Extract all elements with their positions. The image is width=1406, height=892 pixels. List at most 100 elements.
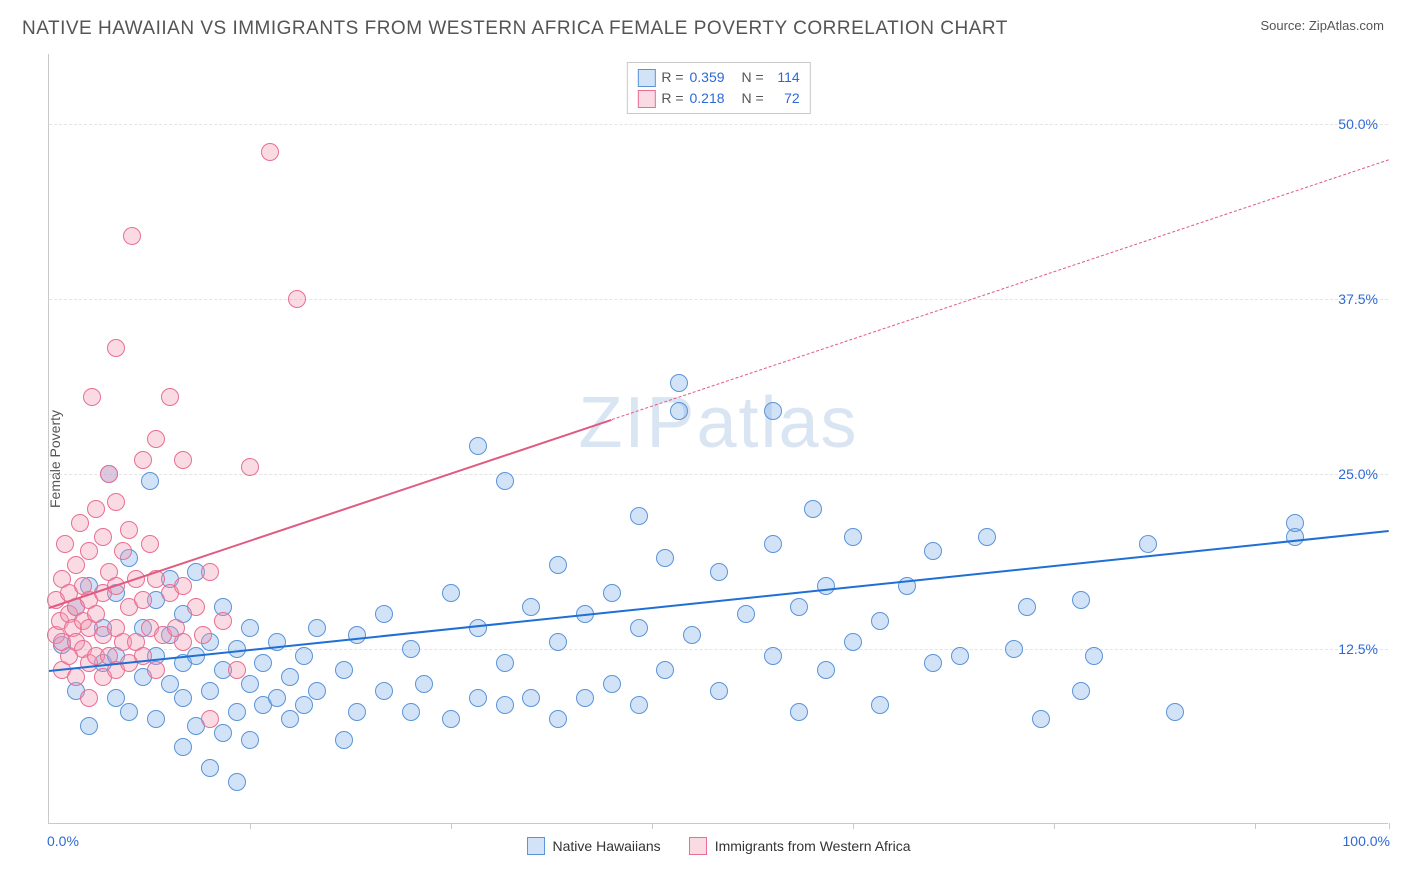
data-point bbox=[174, 633, 192, 651]
data-point bbox=[1005, 640, 1023, 658]
data-point bbox=[228, 703, 246, 721]
series-legend: Native HawaiiansImmigrants from Western … bbox=[527, 837, 911, 855]
x-tick-mark bbox=[1389, 823, 1390, 829]
data-point bbox=[100, 465, 118, 483]
gridline bbox=[49, 124, 1388, 125]
data-point bbox=[187, 598, 205, 616]
y-tick-label: 37.5% bbox=[1338, 291, 1378, 307]
trend-line bbox=[612, 159, 1390, 420]
data-point bbox=[134, 451, 152, 469]
data-point bbox=[94, 528, 112, 546]
data-point bbox=[295, 696, 313, 714]
data-point bbox=[67, 668, 85, 686]
data-point bbox=[120, 521, 138, 539]
data-point bbox=[549, 556, 567, 574]
x-tick-mark bbox=[250, 823, 251, 829]
data-point bbox=[764, 647, 782, 665]
data-point bbox=[147, 710, 165, 728]
data-point bbox=[174, 689, 192, 707]
data-point bbox=[469, 437, 487, 455]
data-point bbox=[134, 591, 152, 609]
data-point bbox=[790, 598, 808, 616]
data-point bbox=[174, 577, 192, 595]
legend-swatch bbox=[637, 90, 655, 108]
y-tick-label: 12.5% bbox=[1338, 641, 1378, 657]
data-point bbox=[268, 689, 286, 707]
gridline bbox=[49, 299, 1388, 300]
data-point bbox=[348, 703, 366, 721]
data-point bbox=[261, 143, 279, 161]
data-point bbox=[951, 647, 969, 665]
y-tick-label: 50.0% bbox=[1338, 116, 1378, 132]
x-tick-label: 0.0% bbox=[47, 833, 79, 849]
x-tick-label: 100.0% bbox=[1343, 833, 1390, 849]
data-point bbox=[174, 738, 192, 756]
legend-row: R =0.218N =72 bbox=[637, 88, 799, 109]
data-point bbox=[80, 542, 98, 560]
data-point bbox=[1072, 682, 1090, 700]
data-point bbox=[1032, 710, 1050, 728]
data-point bbox=[817, 661, 835, 679]
legend-item: Immigrants from Western Africa bbox=[689, 837, 911, 855]
data-point bbox=[670, 374, 688, 392]
data-point bbox=[764, 402, 782, 420]
data-point bbox=[308, 619, 326, 637]
data-point bbox=[737, 605, 755, 623]
data-point bbox=[201, 563, 219, 581]
data-point bbox=[549, 633, 567, 651]
data-point bbox=[123, 227, 141, 245]
chart-title: NATIVE HAWAIIAN VS IMMIGRANTS FROM WESTE… bbox=[22, 18, 1008, 40]
data-point bbox=[496, 472, 514, 490]
x-tick-mark bbox=[451, 823, 452, 829]
data-point bbox=[348, 626, 366, 644]
data-point bbox=[161, 675, 179, 693]
data-point bbox=[496, 696, 514, 714]
data-point bbox=[281, 710, 299, 728]
data-point bbox=[335, 661, 353, 679]
data-point bbox=[228, 773, 246, 791]
data-point bbox=[817, 577, 835, 595]
legend-label: Immigrants from Western Africa bbox=[715, 838, 911, 854]
x-tick-mark bbox=[652, 823, 653, 829]
x-tick-mark bbox=[1054, 823, 1055, 829]
data-point bbox=[71, 514, 89, 532]
data-point bbox=[630, 696, 648, 714]
scatter-plot: ZIPatlas R =0.359N =114R =0.218N =72 Nat… bbox=[48, 54, 1388, 824]
data-point bbox=[241, 731, 259, 749]
data-point bbox=[107, 493, 125, 511]
data-point bbox=[254, 654, 272, 672]
data-point bbox=[87, 500, 105, 518]
data-point bbox=[1286, 514, 1304, 532]
data-point bbox=[656, 661, 674, 679]
data-point bbox=[844, 528, 862, 546]
data-point bbox=[871, 696, 889, 714]
data-point bbox=[174, 451, 192, 469]
data-point bbox=[603, 675, 621, 693]
data-point bbox=[924, 542, 942, 560]
data-point bbox=[522, 689, 540, 707]
data-point bbox=[656, 549, 674, 567]
data-point bbox=[214, 612, 232, 630]
data-point bbox=[710, 682, 728, 700]
data-point bbox=[683, 626, 701, 644]
data-point bbox=[83, 388, 101, 406]
data-point bbox=[241, 675, 259, 693]
x-tick-mark bbox=[853, 823, 854, 829]
data-point bbox=[630, 619, 648, 637]
legend-row: R =0.359N =114 bbox=[637, 67, 799, 88]
data-point bbox=[295, 647, 313, 665]
data-point bbox=[67, 556, 85, 574]
data-point bbox=[241, 458, 259, 476]
source-label: Source: ZipAtlas.com bbox=[1260, 18, 1384, 33]
data-point bbox=[496, 654, 514, 672]
legend-swatch bbox=[527, 837, 545, 855]
data-point bbox=[630, 507, 648, 525]
y-tick-label: 25.0% bbox=[1338, 466, 1378, 482]
data-point bbox=[1166, 703, 1184, 721]
data-point bbox=[549, 710, 567, 728]
correlation-legend: R =0.359N =114R =0.218N =72 bbox=[626, 62, 810, 114]
data-point bbox=[1085, 647, 1103, 665]
watermark: ZIPatlas bbox=[578, 382, 858, 464]
data-point bbox=[402, 703, 420, 721]
data-point bbox=[790, 703, 808, 721]
